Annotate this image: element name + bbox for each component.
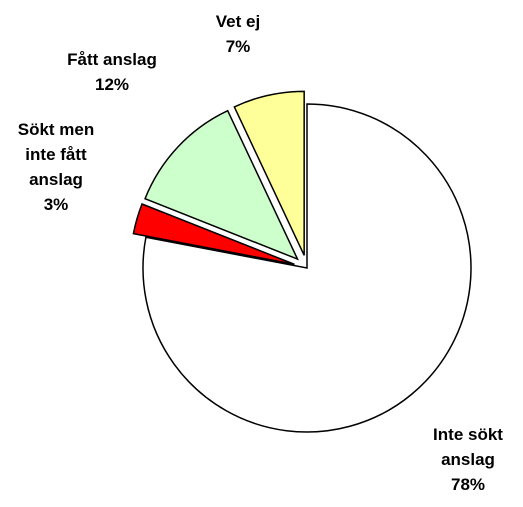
slice-label: Sökt men inte fått anslag 3% [6,117,106,217]
pie-slice [132,203,295,266]
category-label: Sökt men inte fått anslag [17,120,95,189]
pie-slice [144,109,300,261]
value-label: 78% [450,475,486,494]
value-label: 12% [94,75,130,94]
value-label: 3% [43,195,69,214]
category-label: Vet ej [215,12,261,31]
value-label: 7% [225,37,251,56]
pie-slice [142,103,472,433]
category-label: Inte sökt anslag [433,425,503,469]
pie-slice [233,90,305,256]
slice-label: Vet ej 7% [198,9,278,59]
category-label: Fått anslag [67,50,157,69]
slice-label: Inte sökt anslag 78% [413,422,523,497]
slice-label: Fått anslag 12% [47,47,177,97]
